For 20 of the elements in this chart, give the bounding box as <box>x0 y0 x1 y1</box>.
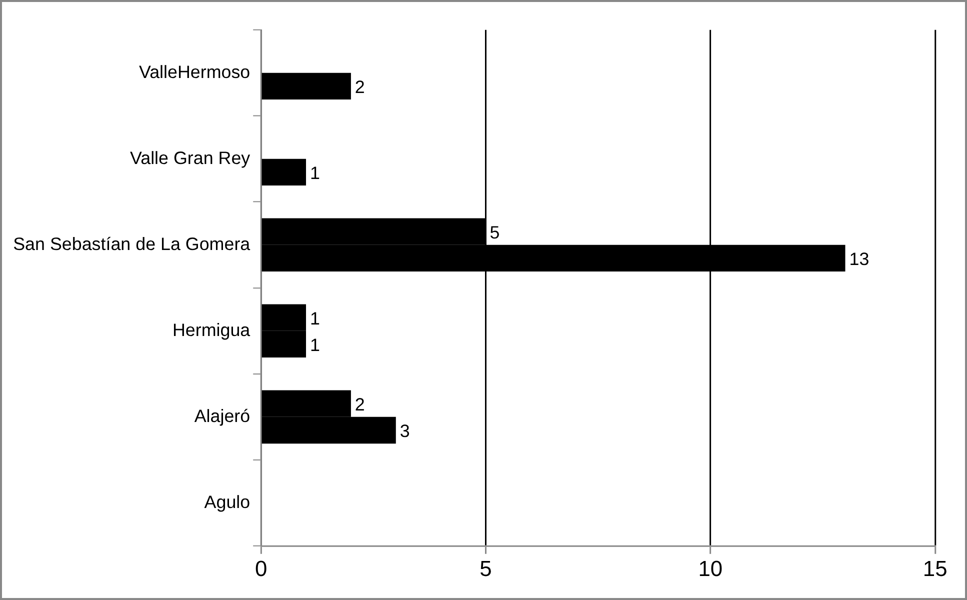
data-label: 2 <box>354 394 365 414</box>
x-tick-label: 5 <box>480 556 492 582</box>
y-tick-label: Agulo <box>204 492 250 512</box>
bar <box>262 72 351 100</box>
data-label: 1 <box>310 308 320 328</box>
y-tick-label: Alajeró <box>194 406 250 426</box>
y-tick-label: Hermigua <box>172 320 250 340</box>
x-tick-label: 15 <box>922 556 948 582</box>
y-tick-label: Valle Gran Rey <box>130 148 250 168</box>
data-label: 1 <box>310 335 320 356</box>
x-tick-label: 10 <box>698 556 723 582</box>
data-label: 13 <box>849 249 870 270</box>
data-label: 2 <box>354 77 365 98</box>
data-label: 5 <box>490 222 500 242</box>
x-tick-label: 0 <box>254 556 268 582</box>
y-tick-label: San Sebastían de La Gomera <box>13 234 250 254</box>
data-label: 1 <box>310 163 320 184</box>
data-label: 3 <box>400 421 410 442</box>
bar <box>262 158 306 186</box>
y-tick-label: ValleHermoso <box>138 62 250 82</box>
